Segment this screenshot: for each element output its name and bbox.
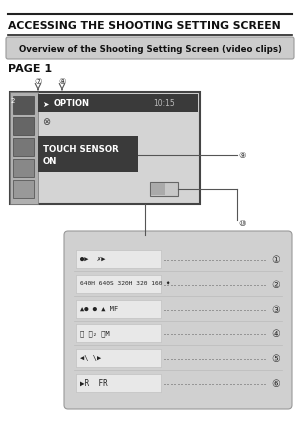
Text: ①: ① bbox=[272, 255, 280, 265]
Text: ◀\ \▶: ◀\ \▶ bbox=[80, 355, 101, 361]
Bar bbox=[76, 374, 161, 392]
Text: ⑧: ⑧ bbox=[58, 77, 66, 86]
FancyBboxPatch shape bbox=[64, 231, 292, 409]
Bar bbox=[76, 275, 161, 293]
Bar bbox=[10, 92, 38, 204]
Text: TOUCH SENSOR: TOUCH SENSOR bbox=[43, 145, 119, 154]
Text: ②: ② bbox=[272, 280, 280, 290]
Text: ⌚ ⌚₂ ⌚M: ⌚ ⌚₂ ⌚M bbox=[80, 330, 110, 337]
Bar bbox=[38, 94, 198, 112]
Text: ⑤: ⑤ bbox=[272, 354, 280, 364]
Bar bbox=[10, 92, 200, 204]
Text: PAGE 1: PAGE 1 bbox=[8, 64, 52, 74]
Text: 2: 2 bbox=[11, 98, 15, 104]
Text: ▲● ● ▲ MF: ▲● ● ▲ MF bbox=[80, 305, 118, 311]
Text: ➤: ➤ bbox=[42, 99, 48, 109]
Text: ⑨: ⑨ bbox=[238, 151, 246, 159]
Text: ▶R  FR: ▶R FR bbox=[80, 378, 108, 387]
Text: ON: ON bbox=[43, 157, 57, 167]
Bar bbox=[13, 117, 34, 135]
Text: Overview of the Shooting Setting Screen (video clips): Overview of the Shooting Setting Screen … bbox=[19, 44, 281, 53]
Bar bbox=[13, 180, 34, 198]
Text: 640H 640S 320H 320 160 ♦: 640H 640S 320H 320 160 ♦ bbox=[80, 281, 170, 286]
Text: ⑦: ⑦ bbox=[34, 77, 42, 86]
Text: ④: ④ bbox=[272, 330, 280, 339]
Text: ACCESSING THE SHOOTING SETTING SCREEN: ACCESSING THE SHOOTING SETTING SCREEN bbox=[8, 21, 281, 31]
Bar bbox=[13, 138, 34, 156]
Text: ⑩: ⑩ bbox=[238, 220, 246, 228]
Bar bbox=[13, 96, 34, 114]
Bar bbox=[13, 159, 34, 177]
Text: ③: ③ bbox=[272, 305, 280, 315]
Bar bbox=[76, 349, 161, 367]
Text: 10:15: 10:15 bbox=[153, 99, 175, 109]
Bar bbox=[76, 324, 161, 342]
Bar bbox=[76, 250, 161, 268]
Bar bbox=[151, 183, 165, 195]
FancyBboxPatch shape bbox=[6, 37, 294, 59]
Bar bbox=[76, 299, 161, 318]
Text: ●▶  ✗▶: ●▶ ✗▶ bbox=[80, 256, 106, 262]
Bar bbox=[38, 136, 138, 172]
Text: ⑥: ⑥ bbox=[272, 379, 280, 389]
Text: OPTION: OPTION bbox=[54, 99, 90, 109]
Text: ⊗: ⊗ bbox=[42, 117, 50, 127]
Bar bbox=[150, 182, 178, 196]
